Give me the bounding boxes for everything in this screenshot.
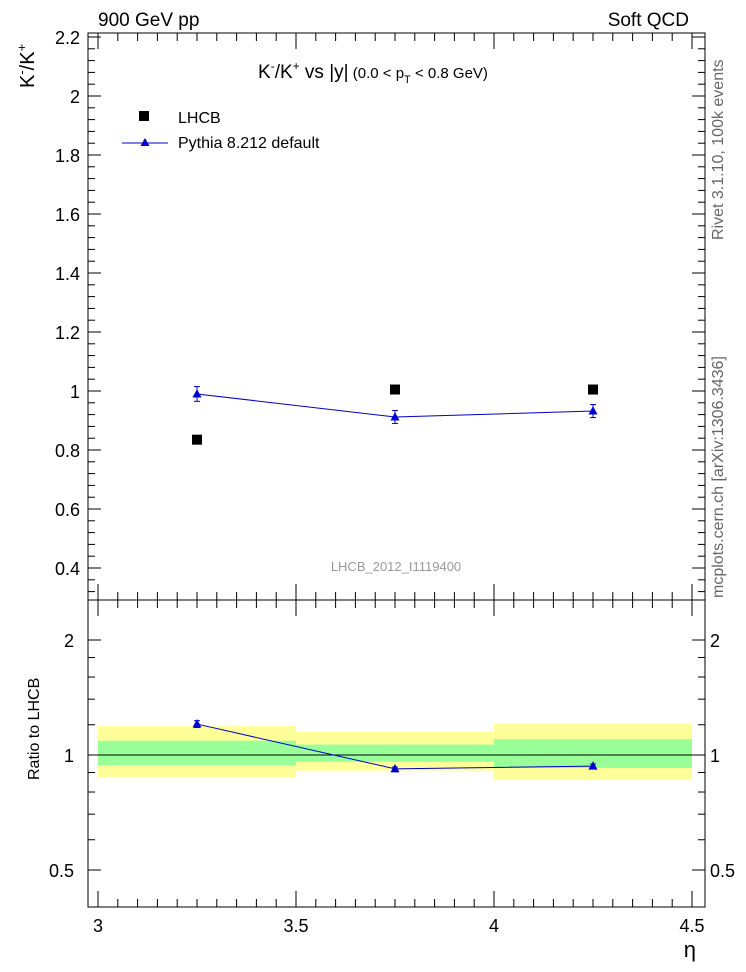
main-title: K-/K+ vs |y| (0.0 < pT < 0.8 GeV) [258,59,488,86]
pythia-point [192,388,202,398]
main-ytick-label: 2 [70,87,80,107]
main-ytick-label: 1.4 [55,264,80,284]
ratio-ytick-label-left: 1 [64,746,74,766]
main-ylabel-sup2: + [14,44,29,52]
main-axes: 0.4 0.6 0.8 1 1.2 1.4 1.6 1.8 2 2.2 [55,28,705,600]
main-ytick-label: 1 [70,382,80,402]
ratio-axes: 3 3.5 4 4.5 0.5 0.5 1 1 2 2 [49,600,735,936]
legend-lhcb-label: LHCB [178,110,221,127]
main-ylabel-base: K [17,74,39,88]
main-ytick-label: 2.2 [55,28,80,48]
ratio-ytick-label-left: 0.5 [49,861,74,881]
pythia-point [390,411,400,421]
ratio-ytick-label-right: 1 [710,746,720,766]
xtick-label: 3 [93,916,103,936]
lhcb-point [390,384,400,395]
legend-pythia-marker [140,138,150,146]
ratio-series [192,719,598,773]
ratio-band-green [98,740,296,766]
main-ytick-label: 1.6 [55,205,80,225]
ratio-ytick-label-right: 2 [710,631,720,651]
title-small-post: < 0.8 GeV) [411,65,488,82]
xlabel: η [684,937,696,962]
ratio-ytick-label-right: 0.5 [710,861,735,881]
main-ytick-label: 1.2 [55,323,80,343]
ratio-ytick-label-left: 2 [64,631,74,651]
lhcb-point [588,384,598,395]
header-right-label: Soft QCD [608,10,689,31]
xtick-label: 3.5 [283,916,308,936]
legend-lhcb-marker [139,111,149,121]
main-series [192,384,598,445]
title-small-pre: (0.0 < p [349,65,404,82]
title-small-sub: T [404,74,411,86]
title-rest: vs |y| [300,62,349,83]
xtick-label: 4.5 [679,916,704,936]
ratio-ylabel: Ratio to LHCB [26,678,43,780]
main-ytick-label: 0.6 [55,500,80,520]
main-ylabel-sup1: - [14,70,29,74]
xtick-label: 4 [489,916,499,936]
main-ytick-label: 0.8 [55,441,80,461]
main-ytick-label: 1.8 [55,146,80,166]
pythia-point [588,406,598,415]
lhcb-point [192,434,202,445]
title-k: K [258,62,271,83]
main-ylabel-mid: /K [17,51,39,71]
main-ylabel: K-/K+ [14,44,39,88]
ratio-point [390,763,400,773]
title-sup1: - [271,59,275,73]
header-left-label: 900 GeV pp [98,10,199,31]
ratio-point [192,719,202,728]
title-mid: /K [275,62,293,83]
main-ytick-label: 0.4 [55,559,80,579]
mcplots-label: mcplots.cern.ch [arXiv:1306.3436] [710,356,727,598]
ratio-panel-frame [87,599,706,908]
legend-pythia-label: Pythia 8.212 default [178,135,320,152]
analysis-watermark: LHCB_2012_I1119400 [331,559,461,574]
rivet-label: Rivet 3.1.10, 100k events [710,59,727,240]
title-sup2: + [293,59,300,73]
ratio-point [588,761,598,770]
